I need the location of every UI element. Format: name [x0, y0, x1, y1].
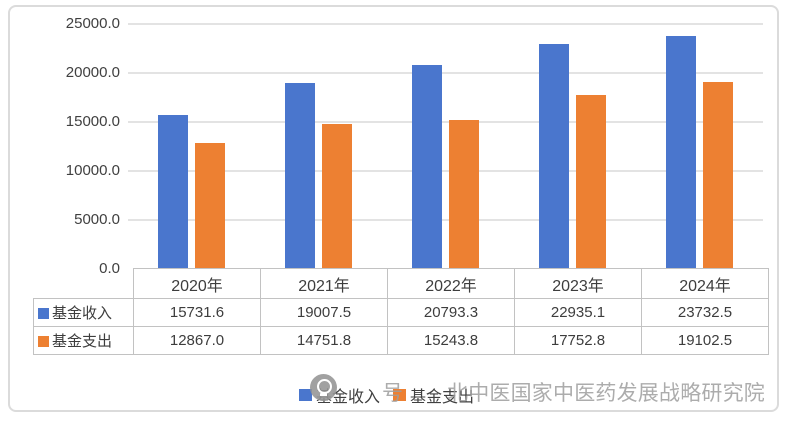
gridline [128, 170, 763, 172]
series-marker-icon [38, 308, 49, 319]
y-axis-tick-label: 15000.0 [65, 113, 120, 130]
y-axis-tick-label: 20000.0 [65, 64, 120, 81]
legend-marker-icon [299, 389, 312, 401]
legend-marker-icon [393, 389, 407, 401]
legend-item: 基金支出 [393, 383, 474, 407]
legend-item: 基金收入 [299, 383, 380, 407]
table-value-cell: 15243.8 [387, 326, 515, 355]
table-value-cell: 20793.3 [387, 298, 515, 327]
table-value-cell: 19007.5 [260, 298, 388, 327]
bar-基金支出-2021年 [322, 124, 352, 269]
table-value-cell: 12867.0 [133, 326, 261, 355]
bar-基金支出-2023年 [576, 95, 606, 269]
bar-基金支出-2022年 [449, 119, 479, 269]
bar-基金收入-2023年 [539, 44, 569, 269]
legend: 基金收入 基金支出 [299, 383, 487, 407]
table-value-cell: 19102.5 [641, 326, 769, 355]
table-corner-cell [34, 269, 134, 299]
y-axis-tick-label: 0.0 [99, 260, 120, 277]
table-row-header: 基金支出 [33, 326, 134, 355]
legend-label: 基金支出 [410, 389, 475, 406]
table-value-cell: 15731.6 [133, 298, 261, 327]
chart-border-frame [8, 5, 779, 412]
bar-基金收入-2020年 [158, 114, 188, 269]
table-value-cell: 22935.1 [514, 298, 642, 327]
table-column-header: 2022年 [387, 268, 515, 299]
table-value-cell: 17752.8 [514, 326, 642, 355]
table-row-header: 基金收入 [33, 298, 134, 327]
table-column-header: 2021年 [260, 268, 388, 299]
legend-label: 基金收入 [316, 389, 381, 406]
plot-area [128, 23, 763, 269]
gridline [128, 23, 763, 25]
gridline [128, 219, 763, 221]
y-axis-tick-label: 5000.0 [74, 211, 120, 228]
table-column-header: 2020年 [133, 268, 261, 299]
gridline [128, 121, 763, 123]
table-column-header: 2023年 [514, 268, 642, 299]
table-row: 基金收入 15731.6 19007.5 20793.3 22935.1 23732.5 [33, 298, 769, 327]
table-column-header: 2024年 [641, 268, 769, 299]
bar-基金支出-2024年 [703, 81, 733, 269]
bar-基金收入-2024年 [666, 36, 696, 269]
table-row: 基金支出 12867.0 14751.8 15243.8 17752.8 19102.5 [33, 326, 769, 355]
gridline [128, 72, 763, 74]
table-value-cell: 14751.8 [260, 326, 388, 355]
y-axis-tick-label: 25000.0 [65, 15, 120, 32]
bar-基金支出-2020年 [195, 142, 225, 269]
series-marker-icon [38, 336, 49, 347]
data-table: 2020年 2021年 2022年 2023年 2024年 基金收入 15731.6 1900… [33, 268, 769, 355]
bar-基金收入-2022年 [412, 65, 442, 269]
bar-基金收入-2021年 [285, 82, 315, 269]
table-value-cell: 23732.5 [641, 298, 769, 327]
y-axis-tick-label: 10000.0 [65, 162, 120, 179]
